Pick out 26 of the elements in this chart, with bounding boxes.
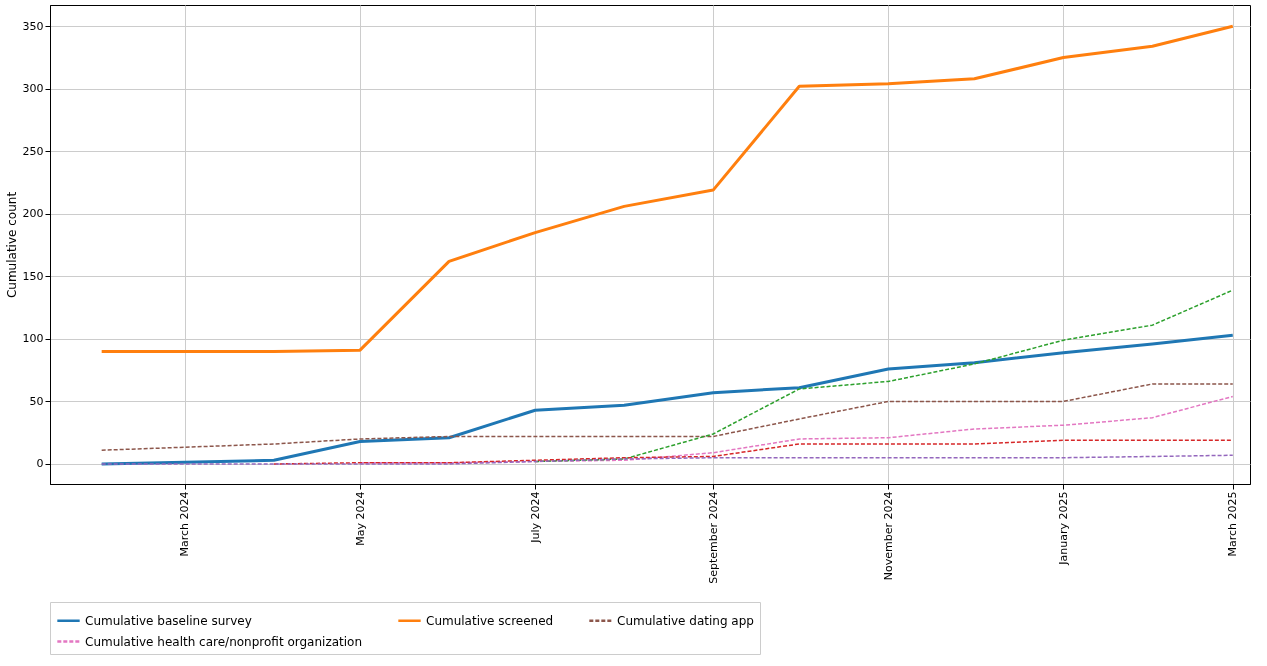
y-tick-label: 150 xyxy=(22,269,44,283)
line-series xyxy=(273,439,1234,465)
legend-label: Cumulative health care/nonprofit organization xyxy=(85,634,363,649)
y-tick-label: 250 xyxy=(22,144,44,158)
x-tick-label: May 2024 xyxy=(353,491,367,546)
y-tick-label: 350 xyxy=(22,19,44,33)
line-series xyxy=(100,454,1234,465)
line-series xyxy=(100,383,1234,451)
legend-label: Cumulative dating app xyxy=(617,613,754,628)
x-tick-label: July 2024 xyxy=(528,491,542,544)
x-tick-label: November 2024 xyxy=(881,491,895,581)
y-axis-title: Cumulative count xyxy=(4,191,19,299)
legend-label: Cumulative screened xyxy=(426,613,554,628)
x-tick-label: January 2025 xyxy=(1056,491,1070,566)
y-tick-label: 300 xyxy=(22,82,44,96)
y-tick-label: 200 xyxy=(22,207,44,221)
x-tick-label: March 2025 xyxy=(1226,491,1240,557)
line-series xyxy=(359,395,1234,464)
line-series xyxy=(100,24,1235,353)
line-series xyxy=(100,333,1235,466)
y-tick-label: 100 xyxy=(22,332,44,346)
legend-label: Cumulative baseline survey xyxy=(85,613,252,628)
y-tick-label: 50 xyxy=(29,394,44,408)
x-tick-label: March 2024 xyxy=(178,491,192,557)
y-tick-label: 0 xyxy=(36,457,44,471)
x-tick-label: September 2024 xyxy=(706,491,720,584)
